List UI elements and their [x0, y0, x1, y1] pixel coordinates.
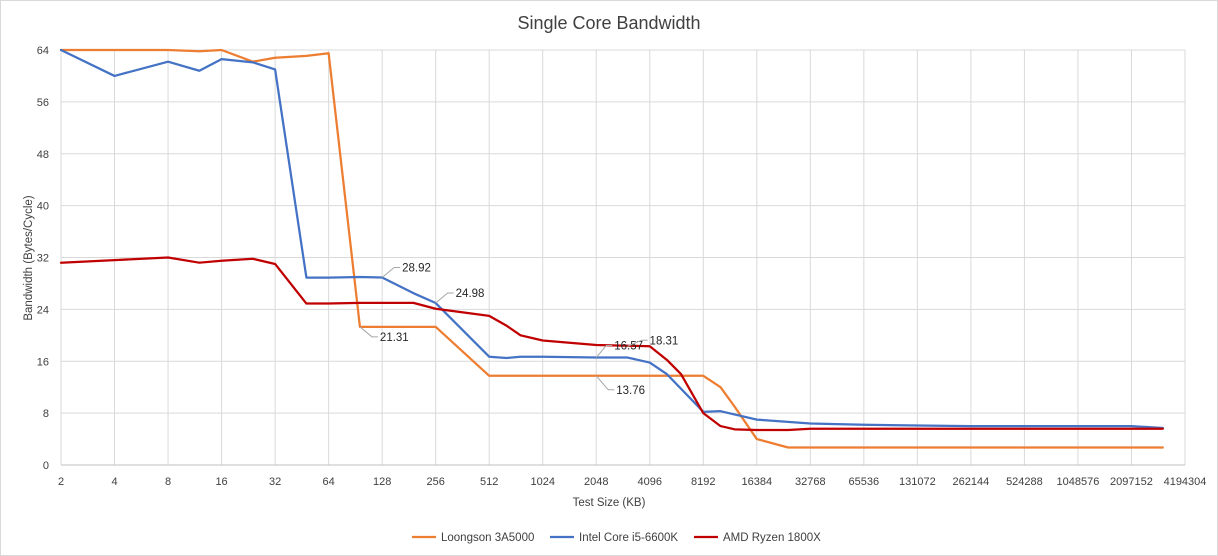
x-tick-label: 16384 — [742, 476, 773, 488]
data-labels: 28.92 24.98 21.31 16.57 18.31 13.76 — [359, 262, 679, 397]
data-label: 28.92 — [402, 262, 431, 274]
legend: Loongson 3A5000 Intel Core i5-6600K AMD Ry… — [412, 532, 821, 544]
data-label-leader — [381, 266, 401, 278]
x-tick-label: 8 — [165, 476, 171, 488]
y-tick-label: 16 — [37, 356, 49, 368]
series-line — [59, 256, 1164, 432]
series-line — [59, 48, 1164, 449]
series-line — [59, 48, 1164, 430]
data-label-leader — [435, 292, 454, 304]
legend-entry: Loongson 3A5000 — [441, 532, 534, 544]
x-tick-label: 16 — [215, 476, 227, 488]
x-tick-label: 4 — [111, 476, 117, 488]
y-tick-label: 56 — [37, 97, 49, 109]
x-tick-label: 1048576 — [1057, 476, 1100, 488]
data-label-leader — [627, 339, 648, 347]
x-tick-label: 65536 — [849, 476, 880, 488]
data-label: 16.57 — [614, 341, 643, 353]
legend-entry: Intel Core i5-6600K — [579, 532, 678, 544]
series-lines — [59, 48, 1164, 449]
x-tick-label: 131072 — [899, 476, 936, 488]
x-tick-label: 512 — [480, 476, 498, 488]
data-label: 24.98 — [456, 288, 485, 300]
y-tick-label: 48 — [37, 149, 49, 161]
x-tick-label: 256 — [426, 476, 444, 488]
x-tick-label: 128 — [373, 476, 391, 488]
x-tick-label: 262144 — [953, 476, 990, 488]
x-tick-label: 2048 — [584, 476, 608, 488]
grid-lines — [60, 49, 1186, 466]
y-tick-label: 32 — [37, 253, 49, 265]
y-tick-label: 64 — [37, 45, 49, 57]
x-tick-label: 1024 — [530, 476, 554, 488]
x-axis-label: Test Size (KB) — [573, 497, 646, 509]
x-tick-label: 4194304 — [1164, 476, 1207, 488]
legend-entry: AMD Ryzen 1800X — [723, 532, 821, 544]
data-label: 18.31 — [650, 335, 679, 347]
x-tick-label: 32 — [269, 476, 281, 488]
chart-title: Single Core Bandwidth — [517, 13, 700, 33]
y-tick-label: 0 — [43, 460, 49, 472]
data-label-leader — [359, 326, 378, 338]
data-label-leader — [595, 375, 615, 391]
data-label-leader — [595, 345, 613, 358]
x-tick-label: 524288 — [1006, 476, 1043, 488]
data-label: 21.31 — [380, 332, 409, 344]
data-label: 13.76 — [616, 385, 645, 397]
x-tick-label: 2 — [58, 476, 64, 488]
x-tick-label: 2097152 — [1110, 476, 1153, 488]
y-tick-label: 24 — [37, 304, 49, 316]
x-tick-label: 4096 — [638, 476, 662, 488]
x-tick-label: 8192 — [691, 476, 715, 488]
y-tick-label: 8 — [43, 408, 49, 420]
y-axis-label: Bandwidth (Bytes/Cycle) — [23, 195, 35, 320]
x-tick-label: 32768 — [795, 476, 826, 488]
x-tick-label: 64 — [322, 476, 334, 488]
y-tick-label: 40 — [37, 201, 49, 213]
